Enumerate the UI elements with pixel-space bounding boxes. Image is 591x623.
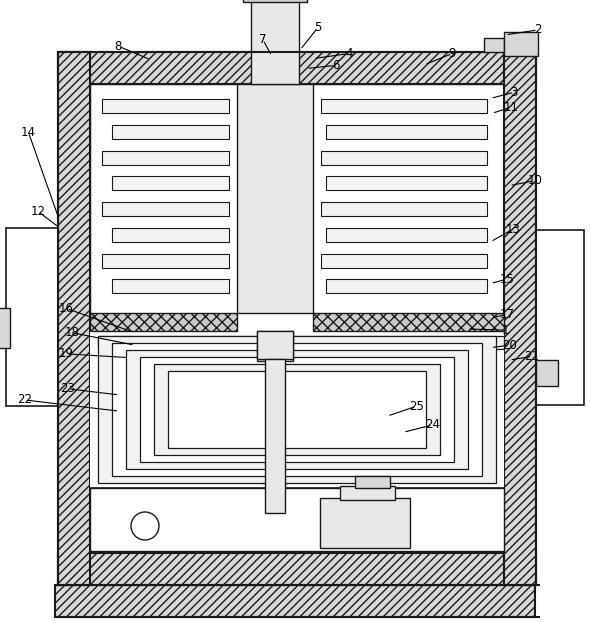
Bar [326,125,487,139]
Bar [355,476,390,488]
Text: 22: 22 [17,394,33,406]
Bar [340,486,395,500]
Bar [112,125,229,139]
Bar [102,202,229,216]
Bar [321,151,487,164]
Bar [134,390,468,403]
Bar [90,488,504,551]
Bar [321,254,487,267]
Bar [55,585,535,617]
Bar [126,350,468,469]
Text: 7: 7 [259,34,267,46]
Text: 12: 12 [31,206,46,218]
Bar [102,99,229,113]
Bar [6,228,58,406]
Bar [326,279,487,293]
Text: 21: 21 [524,350,540,363]
Bar [243,0,307,2]
Text: 14: 14 [21,126,36,138]
Bar [58,52,536,84]
Text: 24: 24 [425,419,440,431]
Bar [90,331,504,523]
Bar [90,313,237,331]
Bar [112,279,229,293]
Bar [251,0,299,84]
Bar [484,38,504,52]
Text: 1: 1 [502,324,509,336]
Bar [140,357,454,462]
Bar [257,331,293,361]
Text: 17: 17 [499,308,515,321]
Bar [90,84,504,553]
Bar [122,372,480,385]
Bar [154,364,440,455]
Text: 13: 13 [505,223,521,235]
Text: 11: 11 [504,101,519,113]
Text: 10: 10 [527,174,543,187]
Bar [98,336,504,349]
Text: 20: 20 [502,339,517,351]
Bar [112,343,482,476]
Bar [504,32,538,56]
Bar [326,228,487,242]
Text: 6: 6 [332,59,339,72]
Bar [102,254,229,267]
Text: 18: 18 [64,326,80,339]
Bar [112,176,229,190]
Bar [257,331,293,359]
Text: 9: 9 [449,47,456,60]
Text: 8: 8 [115,40,122,52]
Bar [237,84,313,313]
Bar [58,52,90,585]
Bar [58,52,536,585]
Text: 5: 5 [314,21,322,34]
Text: 19: 19 [59,348,74,360]
Bar [321,202,487,216]
Bar [168,371,426,448]
Bar [265,359,285,513]
Bar [504,52,536,585]
Bar [262,361,288,483]
Bar [536,230,584,405]
Bar [536,360,558,386]
Text: 4: 4 [345,47,352,60]
Bar [110,354,492,367]
Text: 2: 2 [534,24,541,36]
Bar [313,313,504,331]
Text: 16: 16 [59,302,74,315]
Text: 25: 25 [409,400,424,412]
Bar [0,308,10,348]
Bar [112,228,229,242]
Bar [146,408,456,421]
Bar [321,99,487,113]
Text: 3: 3 [511,86,518,98]
Text: 23: 23 [60,383,76,395]
Text: 15: 15 [499,273,515,285]
Bar [98,336,496,483]
Bar [58,553,536,585]
Bar [102,151,229,164]
Bar [326,176,487,190]
Bar [320,498,410,548]
